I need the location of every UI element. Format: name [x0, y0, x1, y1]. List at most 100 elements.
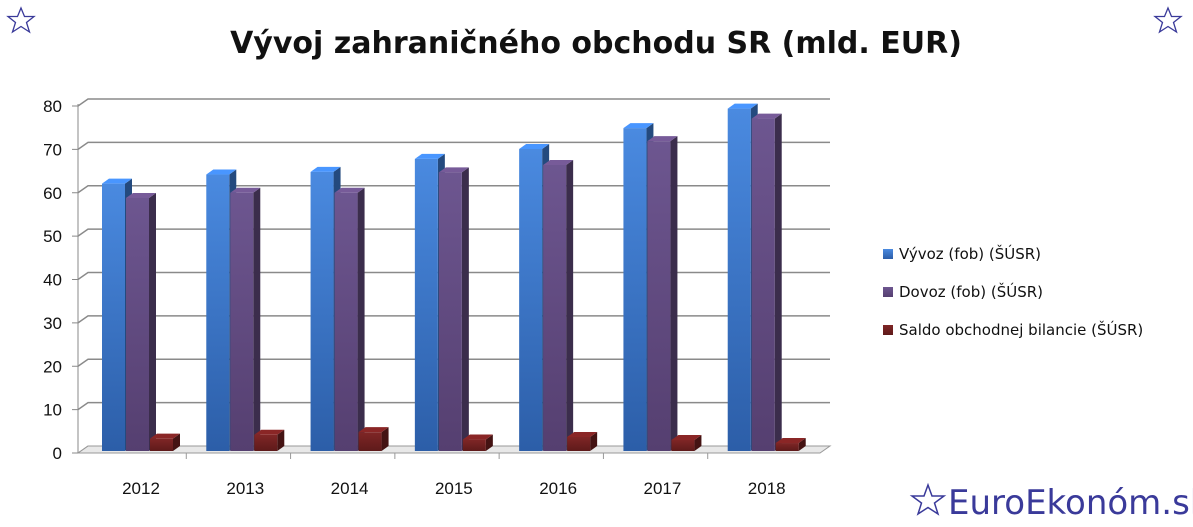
bar: [751, 113, 782, 452]
gridline: [77, 401, 830, 411]
y-tick-label: 70: [43, 140, 62, 159]
bar-top: [519, 143, 550, 149]
x-tick-label: 2013: [226, 479, 264, 498]
bar-top: [150, 433, 180, 439]
bar-side: [798, 438, 806, 451]
x-tick-label: 2017: [644, 479, 682, 498]
bar: [543, 159, 574, 452]
bar-front: [671, 439, 695, 451]
bar-front: [310, 171, 334, 451]
x-tick-label: 2018: [748, 479, 786, 498]
bar-front: [462, 439, 486, 451]
star-outline-icon: [1153, 6, 1183, 34]
bar-front: [775, 443, 799, 451]
bar-front: [647, 141, 671, 452]
y-tick-label: 80: [43, 97, 62, 116]
bar-top: [623, 123, 654, 129]
gridline: [77, 98, 830, 107]
bar: [126, 192, 156, 451]
bar-front: [543, 164, 567, 452]
brand-star-icon: [909, 482, 947, 516]
bar: [567, 431, 598, 451]
x-tick-label: 2012: [122, 479, 160, 498]
bar-front: [414, 158, 438, 452]
bar-top: [310, 166, 341, 172]
bar-front: [126, 197, 149, 451]
bar-top: [775, 438, 806, 444]
gridline: [77, 141, 830, 150]
y-tick-label: 40: [43, 271, 62, 290]
bar: [230, 187, 261, 451]
x-axis: 2012 2013 2014 2015 2016 2017 2018: [122, 453, 786, 498]
x-tick-label: 2015: [435, 479, 473, 498]
legend-swatch: [883, 325, 893, 335]
bar-side: [670, 136, 678, 452]
bar: [358, 427, 389, 451]
bar-top: [462, 434, 493, 440]
x-tick-label: 2016: [539, 479, 577, 498]
bar-top: [358, 427, 389, 433]
bar-top: [102, 178, 132, 184]
bar-front: [567, 436, 591, 451]
bar-top: [206, 169, 237, 175]
legend-label: Saldo obchodnej bilancie (ŠÚSR): [899, 320, 1143, 339]
y-tick-label: 10: [43, 401, 62, 420]
bar-top: [254, 429, 285, 435]
bar-front: [150, 438, 173, 451]
gridline: [77, 315, 830, 324]
legend-label: Vývoz (fob) (ŠÚSR): [899, 244, 1041, 263]
bar: [438, 167, 469, 451]
bar-front: [206, 174, 230, 451]
bar-side: [566, 159, 574, 452]
y-tick-label: 60: [43, 184, 62, 203]
bar-top: [567, 431, 598, 437]
bar-top: [751, 113, 782, 119]
bar-front: [230, 192, 254, 451]
gridline: [77, 185, 830, 194]
bar-side: [277, 429, 285, 451]
bar-front: [727, 108, 751, 451]
bar-top: [543, 159, 574, 165]
bar: [254, 429, 285, 451]
gridline: [77, 228, 830, 237]
bar-side: [149, 192, 156, 451]
bar-side: [253, 187, 261, 451]
bar-top: [414, 153, 445, 159]
bar: [334, 187, 365, 451]
bar-front: [751, 118, 775, 452]
bar-side: [381, 427, 389, 451]
y-tick-label: 20: [43, 357, 62, 376]
bar-side: [590, 431, 598, 451]
bar: [150, 433, 180, 451]
star-outline-icon: [6, 6, 36, 34]
legend: Vývoz (fob) (ŠÚSR) Dovoz (fob) (ŠÚSR) Sald…: [883, 244, 1143, 339]
bar-side: [173, 433, 180, 451]
bar: [647, 136, 678, 452]
bar-side: [694, 434, 702, 451]
y-axis: 0 10 20 30 40 50 60 70 80: [43, 97, 78, 463]
bar-top: [727, 103, 758, 109]
bar-side: [774, 113, 782, 452]
bar-front: [438, 172, 462, 451]
chart-title: Vývoj zahraničného obchodu SR (mld. EUR): [230, 26, 962, 61]
bars: [102, 103, 806, 452]
y-tick-label: 50: [43, 227, 62, 246]
gridline: [77, 358, 830, 367]
legend-swatch: [883, 249, 893, 259]
bar-front: [623, 128, 647, 451]
bar-top: [126, 192, 156, 198]
bar-side: [485, 434, 493, 451]
legend-swatch: [883, 287, 893, 297]
bar: [462, 434, 493, 451]
bar-front: [519, 148, 543, 451]
bar-top: [671, 434, 702, 440]
bar-front: [102, 183, 125, 452]
y-tick-label: 30: [43, 314, 62, 333]
legend-label: Dovoz (fob) (ŠÚSR): [899, 282, 1043, 301]
gridline: [77, 271, 830, 281]
bar-front: [358, 432, 382, 451]
bar-top: [647, 136, 678, 142]
bar-front: [254, 434, 278, 451]
bar-side: [357, 187, 365, 451]
